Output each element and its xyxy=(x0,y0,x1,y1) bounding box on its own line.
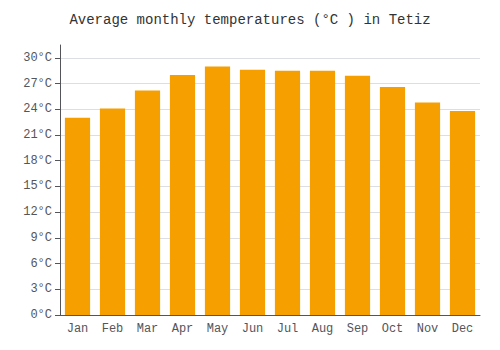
svg-text:21°C: 21°C xyxy=(23,128,52,142)
svg-text:Sep: Sep xyxy=(347,322,369,336)
svg-text:Oct: Oct xyxy=(382,322,404,336)
svg-text:Apr: Apr xyxy=(172,322,194,336)
svg-text:Average monthly temperatures (: Average monthly temperatures (°C ) in Te… xyxy=(69,12,430,28)
svg-text:Jul: Jul xyxy=(277,322,299,336)
svg-text:18°C: 18°C xyxy=(23,154,52,168)
svg-text:12°C: 12°C xyxy=(23,205,52,219)
svg-text:May: May xyxy=(207,322,229,336)
svg-text:Dec: Dec xyxy=(452,322,474,336)
svg-text:Jan: Jan xyxy=(67,322,89,336)
svg-text:Mar: Mar xyxy=(137,322,159,336)
svg-text:Jun: Jun xyxy=(242,322,264,336)
svg-text:15°C: 15°C xyxy=(23,179,52,193)
svg-text:27°C: 27°C xyxy=(23,77,52,91)
svg-text:Feb: Feb xyxy=(102,322,124,336)
svg-text:0°C: 0°C xyxy=(30,308,52,322)
svg-text:9°C: 9°C xyxy=(30,231,52,245)
svg-text:3°C: 3°C xyxy=(30,282,52,296)
svg-text:Aug: Aug xyxy=(312,322,334,336)
svg-text:24°C: 24°C xyxy=(23,102,52,116)
svg-text:Nov: Nov xyxy=(417,322,439,336)
svg-text:6°C: 6°C xyxy=(30,257,52,271)
svg-text:30°C: 30°C xyxy=(23,51,52,65)
